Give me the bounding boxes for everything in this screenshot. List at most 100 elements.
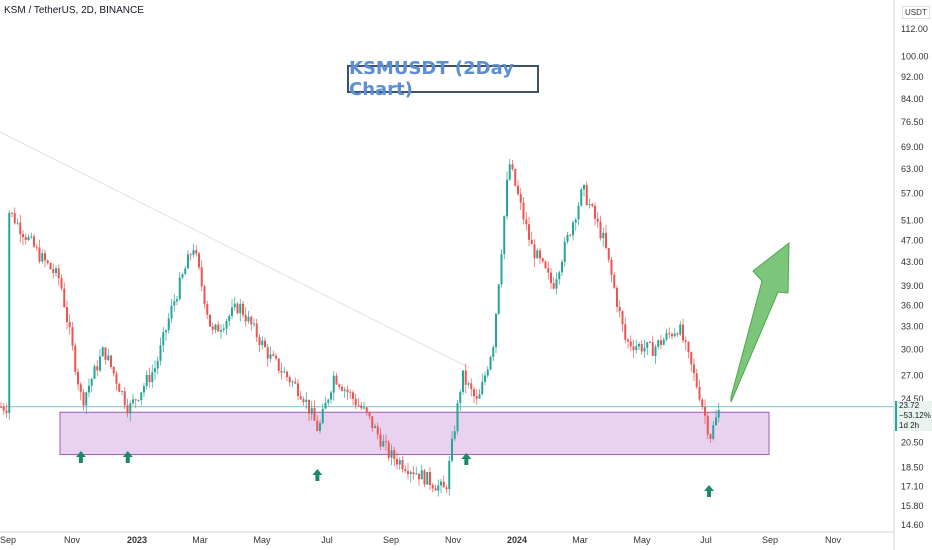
candle-body bbox=[632, 346, 635, 351]
candle-body bbox=[668, 333, 671, 335]
time-axis-labels: Sep Nov 2023 Mar May Jul Sep Nov 2024 Mar May Jul Se… bbox=[0, 535, 841, 545]
candle-body bbox=[522, 202, 525, 220]
support-arrows bbox=[75, 451, 715, 497]
price-tick-label: 15.80 bbox=[901, 501, 924, 511]
candle-body bbox=[343, 389, 346, 391]
time-tick-label: May bbox=[253, 535, 271, 545]
candle-body bbox=[159, 345, 162, 361]
candle-body bbox=[321, 408, 324, 424]
candle-body bbox=[398, 460, 401, 465]
candle-body bbox=[134, 399, 137, 401]
candle-body bbox=[550, 272, 552, 284]
candle-body bbox=[500, 253, 503, 285]
candle-body bbox=[473, 389, 475, 397]
candle-body bbox=[209, 314, 211, 327]
candle-body bbox=[420, 470, 423, 480]
candle-body bbox=[63, 288, 66, 308]
price-tick-label: 27.00 bbox=[901, 370, 924, 380]
bullish-projection-arrow bbox=[730, 241, 790, 403]
candle-body bbox=[533, 244, 536, 259]
candle-body bbox=[156, 360, 159, 369]
symbol-label: KSM / TetherUS, 2D, BINANCE bbox=[4, 5, 144, 16]
candle-body bbox=[22, 234, 24, 238]
candle-body bbox=[354, 398, 357, 406]
candle-body bbox=[211, 326, 214, 330]
candle-body bbox=[401, 460, 404, 470]
candle-body bbox=[602, 232, 605, 239]
candle-body bbox=[30, 236, 33, 238]
candle-body bbox=[613, 274, 616, 288]
candle-body bbox=[110, 355, 112, 367]
candle-body bbox=[305, 399, 308, 402]
candle-body bbox=[297, 383, 299, 397]
candle-body bbox=[49, 263, 52, 270]
candle-body bbox=[178, 277, 181, 300]
price-tick-label: 17.10 bbox=[901, 482, 924, 492]
candle-body bbox=[319, 423, 321, 431]
price-tick-label: 39.00 bbox=[901, 281, 924, 291]
candle-body bbox=[79, 384, 82, 393]
candle-body bbox=[236, 303, 239, 314]
candle-body bbox=[607, 248, 610, 260]
candle-body bbox=[412, 472, 415, 475]
support-up-arrow-icon bbox=[704, 485, 715, 497]
candle-body bbox=[5, 410, 8, 414]
candle-body bbox=[704, 406, 706, 416]
candle-body bbox=[673, 333, 676, 337]
candle-body bbox=[591, 204, 594, 206]
price-tick-label: 69.00 bbox=[901, 142, 924, 152]
price-tick-label: 51.00 bbox=[901, 216, 924, 226]
candle-body bbox=[280, 370, 283, 373]
candle-body bbox=[588, 204, 591, 205]
time-tick-label: 2023 bbox=[127, 535, 147, 545]
candle-body bbox=[242, 303, 244, 315]
candle-body bbox=[544, 261, 547, 269]
price-tick-label: 63.00 bbox=[901, 164, 924, 174]
candle-body bbox=[684, 340, 687, 343]
candle-body bbox=[85, 392, 88, 406]
candle-body bbox=[635, 346, 638, 351]
candle-body bbox=[616, 287, 618, 307]
candle-body bbox=[112, 366, 115, 374]
candle-body bbox=[66, 307, 68, 322]
candle-body bbox=[357, 405, 360, 407]
candle-body bbox=[132, 399, 134, 404]
candle-body bbox=[423, 470, 426, 485]
candle-body bbox=[426, 472, 429, 485]
candle-body bbox=[266, 347, 269, 359]
candle-body bbox=[330, 392, 332, 400]
candle-body bbox=[671, 334, 673, 337]
candle-body bbox=[335, 375, 338, 385]
price-tick-label: 33.00 bbox=[901, 321, 924, 331]
candle-body bbox=[594, 205, 596, 219]
time-tick-label: Nov bbox=[64, 535, 81, 545]
candle-body bbox=[621, 311, 624, 325]
candle-body bbox=[442, 481, 445, 488]
price-tick-label: 100.00 bbox=[901, 52, 929, 62]
candle-body bbox=[0, 406, 2, 408]
candle-body bbox=[74, 345, 77, 372]
currency-label[interactable]: USDT bbox=[902, 6, 930, 19]
candle-body bbox=[566, 234, 569, 242]
candle-body bbox=[434, 488, 437, 491]
candle-body bbox=[38, 247, 41, 262]
candle-body bbox=[255, 323, 258, 338]
candle-body bbox=[104, 347, 107, 360]
candle-body bbox=[638, 344, 640, 347]
candle-body bbox=[231, 307, 233, 316]
candle-body bbox=[60, 278, 63, 289]
candle-body bbox=[475, 396, 478, 399]
candle-body bbox=[346, 389, 349, 393]
candle-body bbox=[24, 237, 27, 241]
candle-body bbox=[519, 194, 522, 203]
candle-body bbox=[640, 344, 643, 352]
time-tick-label: 2024 bbox=[507, 535, 527, 545]
candle-body bbox=[572, 222, 574, 236]
candle-body bbox=[170, 305, 173, 319]
candle-body bbox=[299, 396, 302, 400]
candle-body bbox=[643, 347, 646, 352]
candle-body bbox=[225, 321, 228, 329]
time-tick-label: Mar bbox=[192, 535, 208, 545]
candle-body bbox=[385, 441, 387, 443]
